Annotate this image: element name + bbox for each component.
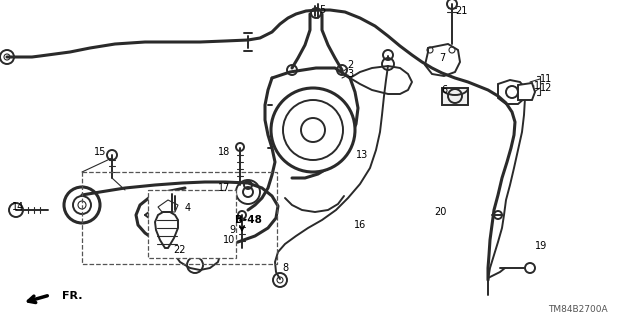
Text: 11: 11 bbox=[540, 74, 552, 84]
Text: 22: 22 bbox=[173, 245, 186, 255]
Text: 9: 9 bbox=[229, 225, 235, 235]
Text: 13: 13 bbox=[356, 150, 368, 160]
Text: 21: 21 bbox=[455, 6, 467, 16]
Text: 1: 1 bbox=[534, 81, 540, 91]
Polygon shape bbox=[518, 83, 535, 100]
Text: 19: 19 bbox=[535, 241, 547, 251]
Text: 17: 17 bbox=[218, 183, 230, 193]
Text: 6: 6 bbox=[441, 85, 447, 95]
Polygon shape bbox=[442, 88, 468, 105]
Text: 14: 14 bbox=[12, 202, 24, 212]
Text: 18: 18 bbox=[218, 147, 230, 157]
Text: TM84B2700A: TM84B2700A bbox=[548, 306, 608, 315]
Bar bbox=[82, 172, 277, 264]
Text: B-48: B-48 bbox=[235, 215, 261, 225]
Text: 10: 10 bbox=[223, 235, 235, 245]
Text: 2: 2 bbox=[347, 60, 353, 70]
Text: 20: 20 bbox=[434, 207, 446, 217]
Bar bbox=[148, 190, 236, 258]
Text: 3: 3 bbox=[347, 69, 353, 79]
Circle shape bbox=[271, 88, 355, 172]
Text: 12: 12 bbox=[540, 83, 552, 93]
Text: 15: 15 bbox=[93, 147, 106, 157]
Text: 7: 7 bbox=[439, 53, 445, 63]
Text: FR.: FR. bbox=[62, 291, 83, 301]
Text: 4: 4 bbox=[185, 203, 191, 213]
Text: 8: 8 bbox=[282, 263, 288, 273]
Text: 16: 16 bbox=[354, 220, 366, 230]
Text: 5: 5 bbox=[319, 5, 325, 15]
